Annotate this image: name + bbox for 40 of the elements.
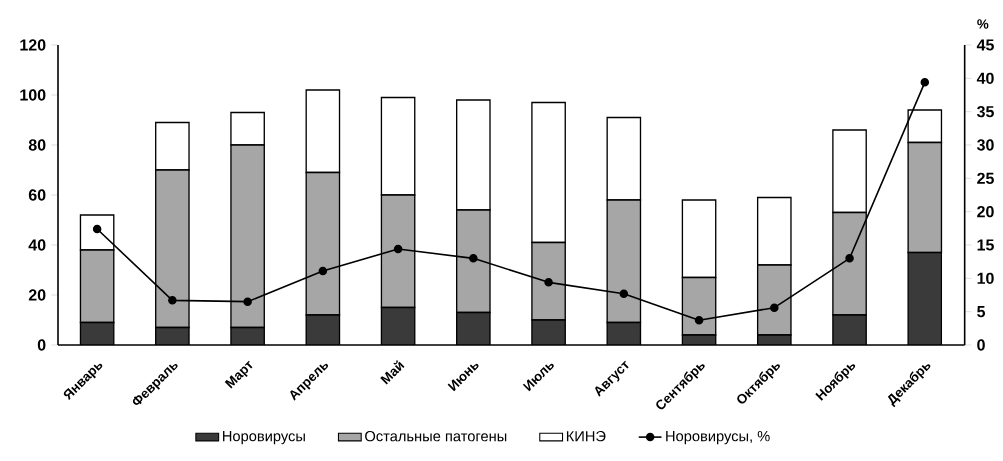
y-tick-label: 40 — [28, 239, 46, 251]
y2-tick-label: 15 — [977, 239, 994, 251]
y-tick-label: 100 — [20, 89, 46, 101]
bar — [607, 322, 641, 345]
y2-tick-label: 45 — [976, 39, 994, 51]
y2-tick-label: 5 — [977, 306, 986, 318]
bar — [456, 312, 491, 345]
legend-label: КИНЭ — [566, 431, 606, 442]
point — [845, 254, 854, 263]
bar — [907, 251, 943, 345]
point — [469, 254, 478, 263]
y-tick-label: 0 — [37, 339, 46, 351]
y-tick-label: 120 — [20, 39, 46, 51]
bar — [80, 322, 114, 345]
point — [619, 289, 629, 298]
point — [694, 316, 704, 325]
y-tick-label: 80 — [28, 139, 46, 151]
y-tick-label: 20 — [28, 289, 46, 301]
bar — [832, 315, 867, 345]
legend-label: Остальные патогены — [365, 431, 507, 442]
point — [243, 297, 252, 306]
bar — [306, 315, 340, 345]
bar — [381, 307, 415, 345]
y2-tick-label: 30 — [976, 139, 994, 151]
y2-tick-label: 35 — [976, 106, 994, 118]
point — [770, 303, 779, 312]
y2-tick-label: 40 — [976, 72, 994, 84]
legend-label: Норовирусы, % — [666, 431, 770, 445]
y2-tick-label: 20 — [977, 206, 994, 218]
y2-tick-label: 25 — [977, 172, 994, 184]
y-tick-label: 60 — [28, 189, 46, 201]
point — [318, 266, 328, 276]
y2-tick-label: 10 — [977, 272, 994, 284]
y2-axis-title: % — [977, 19, 989, 29]
legend-label: Норовирусы — [223, 431, 305, 445]
point — [168, 296, 177, 305]
y2-tick-label: 0 — [977, 339, 985, 351]
point — [393, 244, 403, 254]
point — [544, 278, 553, 287]
point — [920, 78, 930, 87]
